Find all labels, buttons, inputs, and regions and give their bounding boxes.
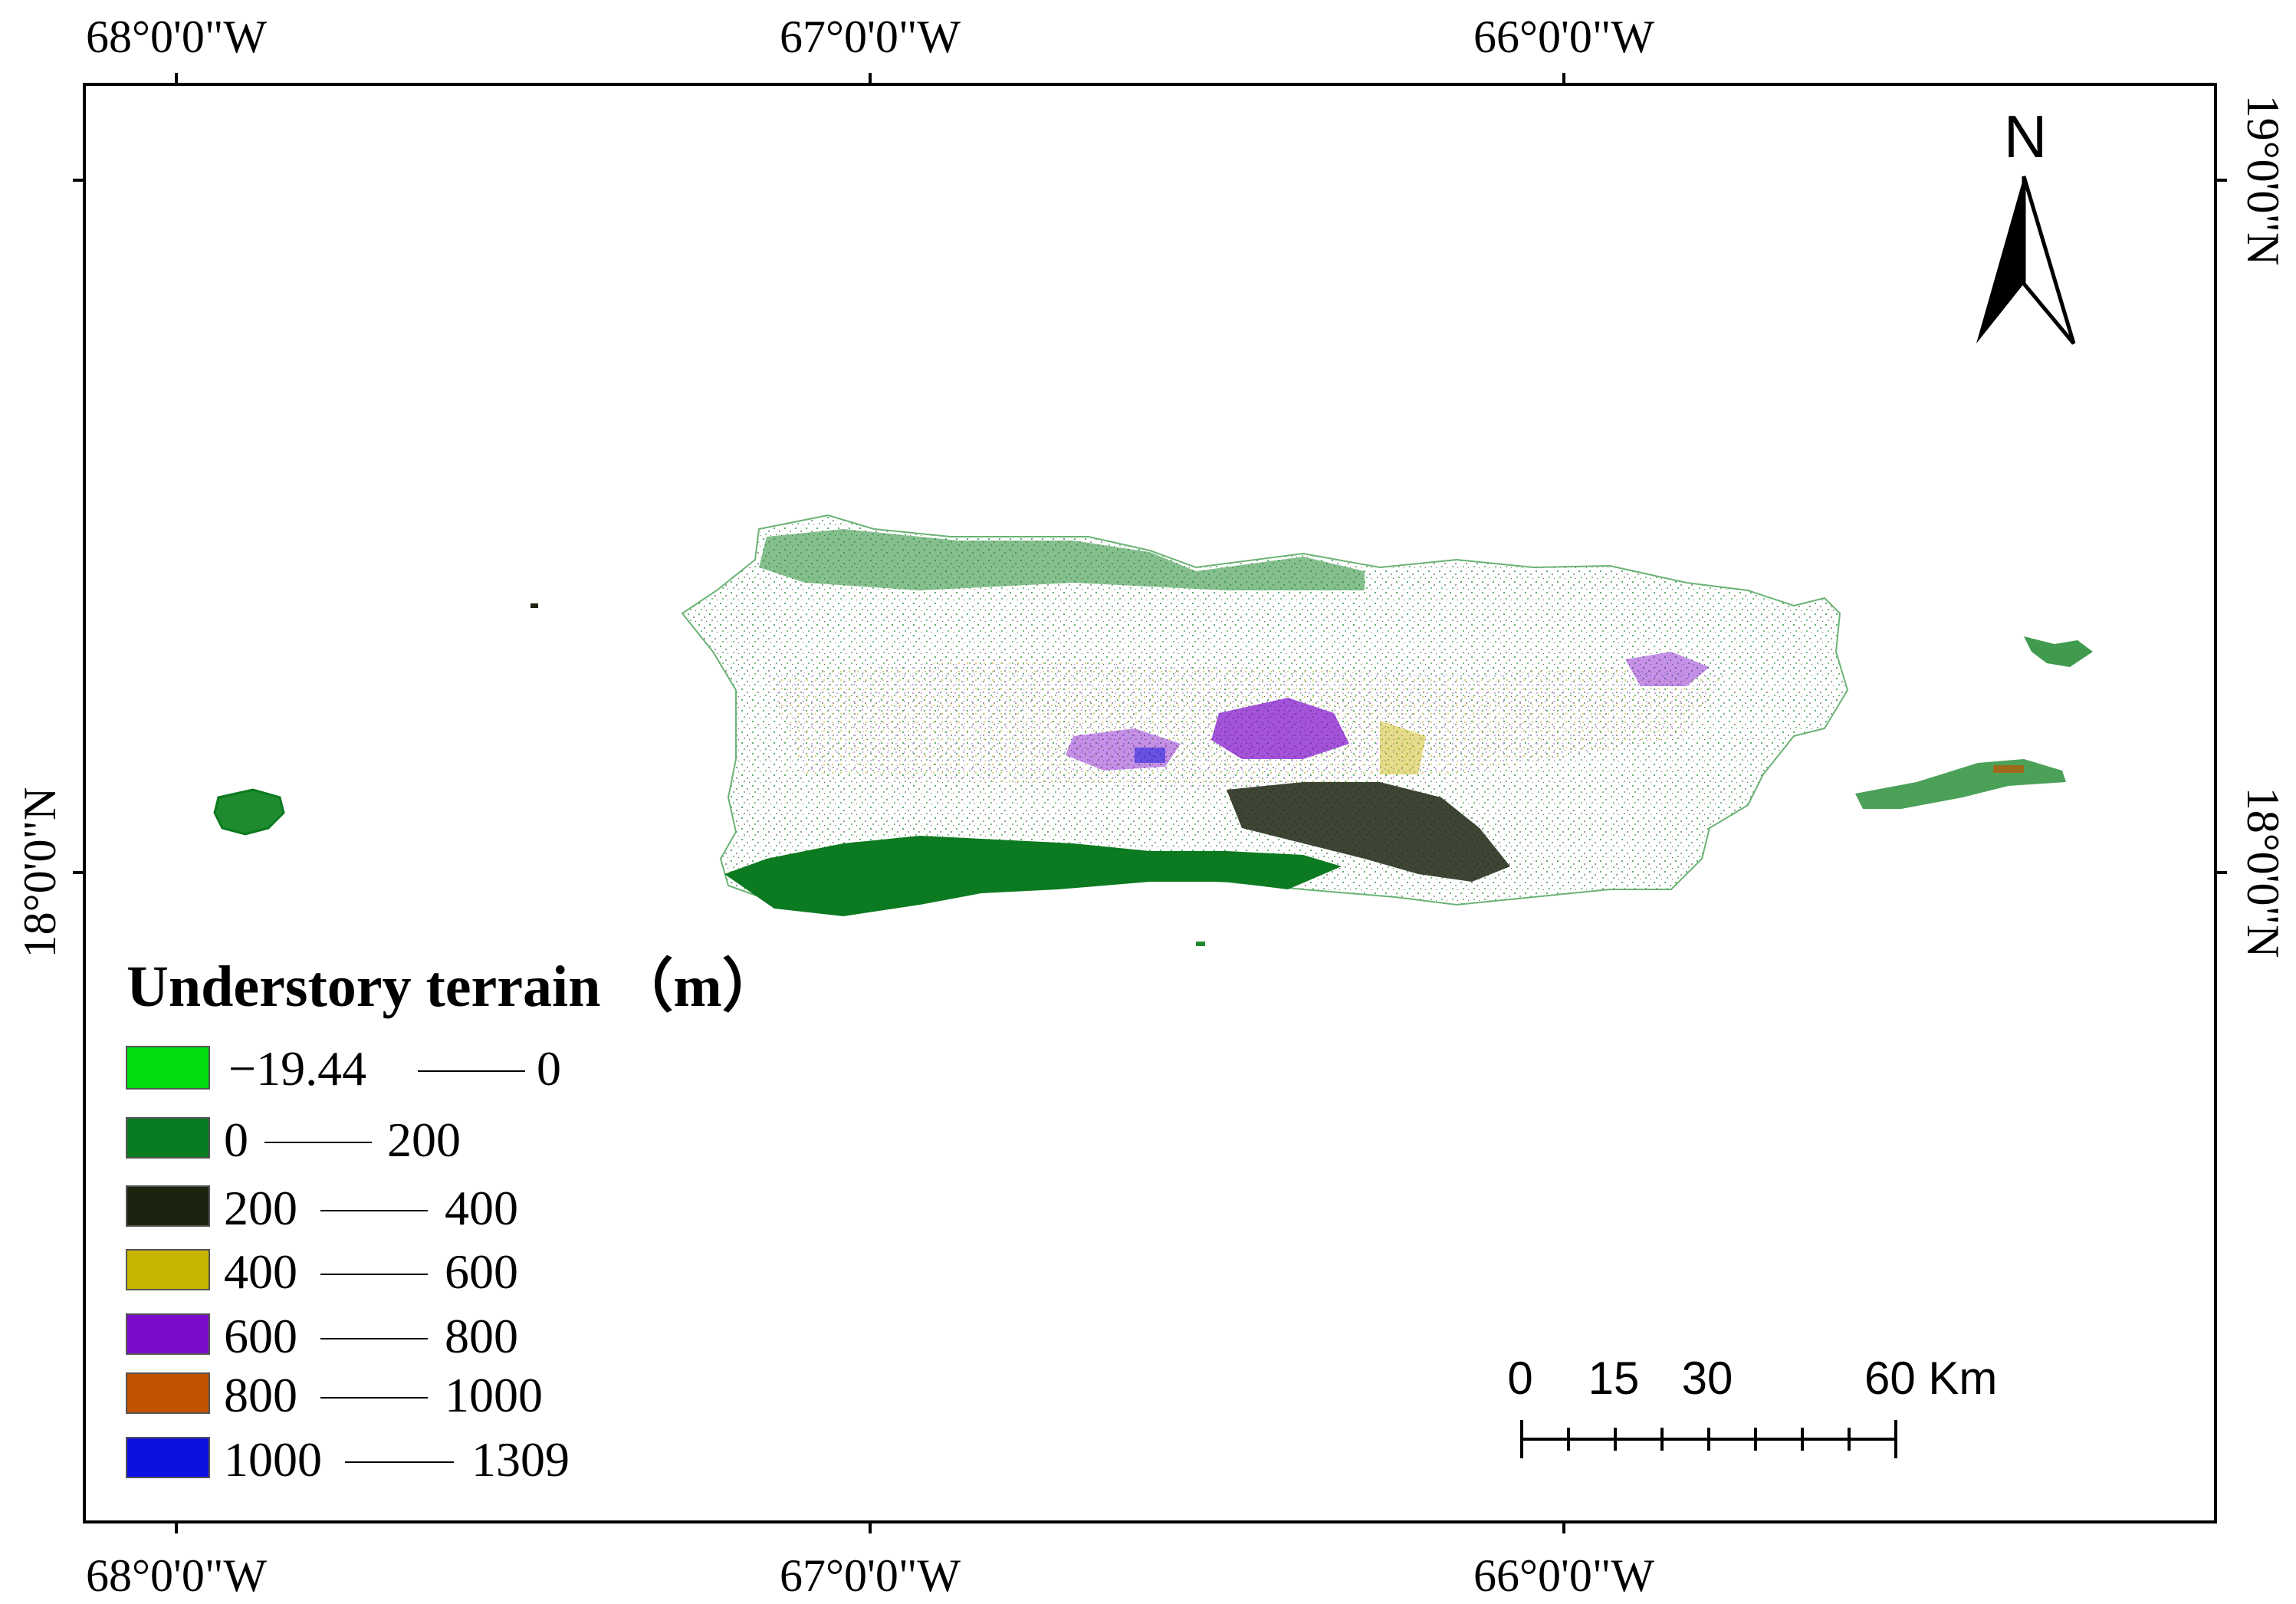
- legend: Understory terrain （m） −19.44 0 0 200 20…: [126, 955, 780, 1487]
- legend-label-2-to: 200: [387, 1113, 461, 1167]
- blue-zone: [1135, 748, 1165, 763]
- legend-label-6-from: 800: [224, 1368, 297, 1422]
- legend-label-6-to: 1000: [445, 1368, 543, 1422]
- right-lat-label-2: 18°0'0"N: [2238, 787, 2288, 958]
- terrain-raster: [213, 514, 2093, 946]
- bottom-lon-label-1: 68°0'0"W: [86, 1550, 267, 1601]
- legend-label-4-to: 600: [445, 1244, 518, 1299]
- left-lat-label-1: 18°0'0"N: [15, 787, 65, 958]
- legend-swatch-2: [126, 1117, 210, 1159]
- north-arrow-label: N: [2004, 103, 2047, 170]
- frame-ticks: [73, 73, 2227, 1533]
- top-lon-label-3: 66°0'0"W: [1473, 12, 1654, 62]
- legend-label-5-from: 600: [224, 1309, 297, 1363]
- north-arrow: N: [1976, 103, 2076, 345]
- legend-label-3-from: 200: [224, 1181, 297, 1235]
- north-arrow-right-half: [2022, 176, 2076, 345]
- purple-zone-3: [1625, 652, 1710, 686]
- desecheo-island: [530, 603, 538, 608]
- north-arrow-left-half: [1976, 176, 2024, 343]
- north-coast-green: [759, 529, 1365, 590]
- bottom-lon-label-3: 66°0'0"W: [1473, 1550, 1654, 1601]
- legend-swatch-6: [126, 1372, 210, 1414]
- legend-swatch-1: [126, 1046, 210, 1090]
- scale-label-30: 30: [1682, 1353, 1733, 1404]
- central-dark-zone: [1227, 782, 1510, 882]
- culebra-island: [2024, 636, 2093, 667]
- legend-label-7-from: 1000: [224, 1432, 322, 1487]
- legend-swatch-7: [126, 1437, 210, 1478]
- legend-label-3-to: 400: [445, 1181, 518, 1235]
- scale-label-15: 15: [1588, 1353, 1640, 1404]
- bottom-lon-label-2: 67°0'0"W: [780, 1550, 961, 1601]
- scale-bar: 0 15 30 60 Km: [1507, 1353, 1997, 1458]
- purple-zone-1: [1211, 698, 1349, 759]
- mona-island: [213, 788, 285, 836]
- right-lat-label-1: 19°0'0"N: [2238, 95, 2288, 266]
- legend-swatch-4: [126, 1249, 210, 1290]
- south-islet: [1196, 942, 1205, 946]
- legend-label-7-to: 1309: [471, 1432, 570, 1487]
- scale-label-0: 0: [1507, 1353, 1532, 1404]
- south-coast-green: [724, 836, 1342, 916]
- legend-title: Understory terrain （m）: [126, 955, 780, 1019]
- top-lon-label-2: 67°0'0"W: [780, 12, 961, 62]
- vieques-orange: [1993, 765, 2024, 773]
- legend-swatch-5: [126, 1313, 210, 1355]
- legend-label-2-from: 0: [224, 1113, 248, 1167]
- top-lon-label-1: 68°0'0"W: [86, 12, 267, 62]
- legend-label-4-from: 400: [224, 1244, 297, 1299]
- legend-label-5-to: 800: [445, 1309, 518, 1363]
- scale-label-60km: 60 Km: [1864, 1353, 1997, 1404]
- legend-label-1-to: 0: [537, 1041, 561, 1096]
- legend-label-1-from: −19.44: [228, 1041, 366, 1096]
- yellow-zone: [1380, 721, 1426, 774]
- legend-swatch-3: [126, 1185, 210, 1227]
